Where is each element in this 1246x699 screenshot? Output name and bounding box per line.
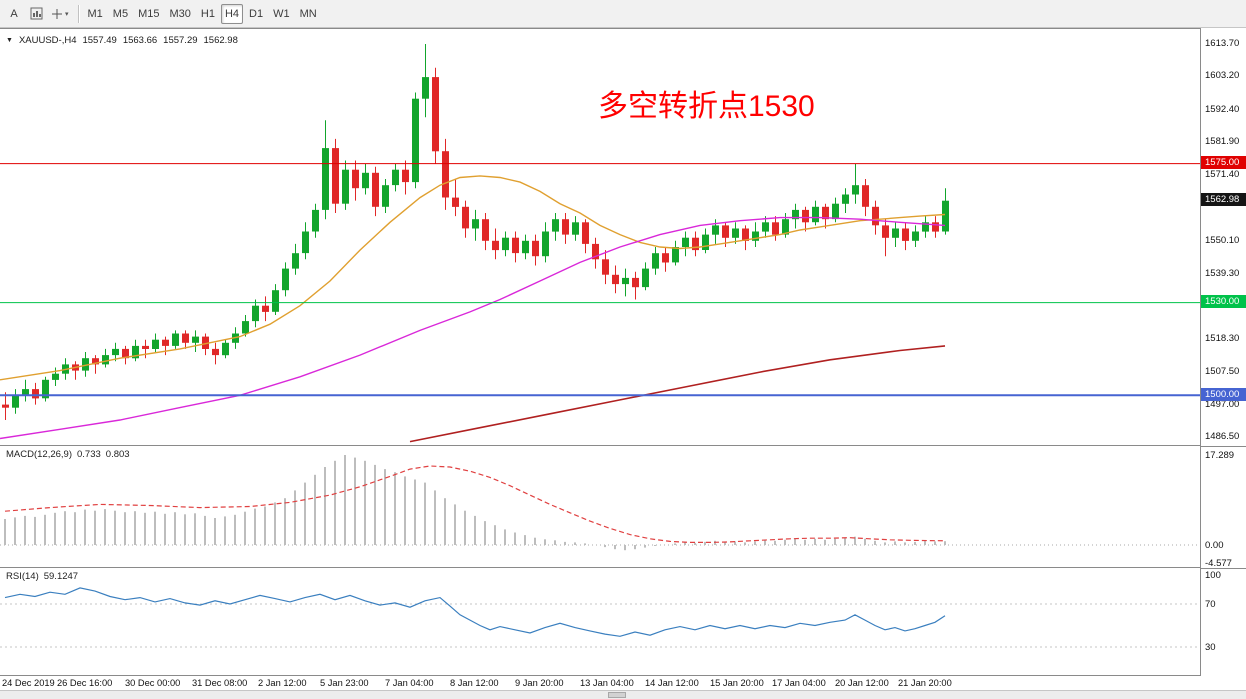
pointer-tool-button[interactable]: A: [10, 7, 18, 20]
price-axis-label: 1518.30: [1205, 332, 1240, 344]
chart-annotation: 多空转折点1530: [598, 90, 815, 123]
time-axis-label: 17 Jan 04:00: [772, 678, 826, 688]
timeframe-m30[interactable]: M30: [169, 7, 191, 20]
rsi-axis-label: 100: [1205, 570, 1221, 581]
time-axis-label: 30 Dec 00:00: [125, 678, 181, 688]
horizontal-scrollbar[interactable]: [0, 691, 1246, 699]
timeframe-m1[interactable]: M1: [87, 7, 103, 20]
panel-divider: [1201, 446, 1246, 447]
timeframe-group: M1 M5 M15 M30 H1 H4 D1 W1 MN: [84, 3, 321, 24]
main-chart-panel[interactable]: ▼ XAUUSD-,H4 1557.49 1563.66 1557.29 156…: [0, 28, 1200, 446]
symbol-info: ▼ XAUUSD-,H4 1557.49 1563.66 1557.29 156…: [6, 35, 238, 46]
timeframe-mn[interactable]: MN: [299, 7, 317, 20]
time-axis[interactable]: 24 Dec 2019 26 Dec 16:00 30 Dec 00:00 31 De…: [0, 676, 1246, 691]
horizontal-level-lines: [0, 163, 1200, 397]
macd-name: MACD(12,26,9): [6, 449, 72, 460]
macd-panel[interactable]: MACD(12,26,9) 0.733 0.803: [0, 446, 1200, 568]
macd-histogram: [4, 455, 946, 551]
ma-fast-orange: [0, 175, 946, 381]
quote-low: 1557.29: [163, 35, 198, 46]
rsi-value: 59.1247: [43, 571, 79, 582]
macd-axis-label: -4.577: [1205, 558, 1232, 569]
chevron-down-icon: ▾: [65, 10, 69, 18]
time-axis-label: 13 Jan 04:00: [580, 678, 634, 688]
price-axis-box: 1575.00: [1201, 156, 1246, 170]
price-axis-label: 1603.20: [1205, 70, 1240, 82]
price-axis-box: 1530.00: [1201, 295, 1246, 309]
crosshair-tool-dropdown[interactable]: ▾: [47, 4, 73, 24]
timeframe-w1[interactable]: W1: [273, 7, 290, 20]
rsi-axis-label: 70: [1205, 599, 1216, 610]
rsi-label: RSI(14) 59.1247: [6, 571, 78, 582]
price-axis-label: 1613.70: [1205, 38, 1240, 49]
macd-label: MACD(12,26,9) 0.733 0.803: [6, 449, 130, 460]
timeframe-m15[interactable]: M15: [138, 7, 160, 20]
macd-signal-line: [4, 465, 946, 544]
symbol-name: XAUUSD-,H4: [18, 35, 77, 46]
moving-average-lines: [0, 175, 946, 443]
price-axis-label: 1539.30: [1205, 267, 1240, 279]
panel-divider: [1201, 568, 1246, 569]
rsi-line: [4, 587, 946, 637]
toolbar-separator: [77, 4, 79, 23]
timeframe-m5[interactable]: M5: [112, 7, 129, 20]
rsi-panel[interactable]: RSI(14) 59.1247: [0, 568, 1200, 676]
time-axis-label: 8 Jan 12:00: [450, 678, 499, 688]
price-axis-label: 1592.40: [1205, 103, 1240, 115]
chart-icon: [30, 7, 42, 20]
collapse-triangle-icon[interactable]: ▼: [6, 37, 13, 44]
macd-chart[interactable]: [0, 446, 1200, 568]
time-axis-label: 26 Dec 16:00: [57, 678, 113, 688]
time-axis-label: 20 Jan 12:00: [835, 678, 889, 688]
macd-axis-label: 17.289: [1205, 450, 1235, 462]
macd-signal-value: 0.803: [105, 449, 130, 460]
main-chart[interactable]: [0, 29, 1200, 447]
quote-high: 1563.66: [122, 35, 158, 46]
time-axis-label: 9 Jan 20:00: [515, 678, 564, 688]
scrollbar-handle[interactable]: [608, 692, 626, 698]
timeframe-d1[interactable]: D1: [249, 7, 264, 20]
macd-value: 0.733: [77, 449, 101, 460]
price-axis[interactable]: 1613.70 1603.20 1592.40 1581.90 1571.40 1550.…: [1200, 28, 1246, 676]
time-axis-label: 7 Jan 04:00: [385, 678, 434, 688]
time-axis-label: 21 Jan 20:00: [898, 678, 952, 688]
time-axis-label: 31 Dec 08:00: [192, 678, 248, 688]
time-axis-label: 15 Jan 20:00: [710, 678, 764, 688]
rsi-chart[interactable]: [0, 568, 1200, 676]
time-axis-label: 2 Jan 12:00: [258, 678, 307, 688]
price-axis-label: 1507.50: [1205, 366, 1240, 378]
timeframe-h4[interactable]: H4: [220, 3, 244, 24]
price-axis-label: 1497.00: [1205, 398, 1240, 410]
quote-close: 1562.98: [203, 35, 238, 46]
price-axis-box: 1562.98: [1201, 193, 1246, 207]
price-axis-box: 1500.00: [1201, 387, 1246, 401]
price-axis-label: 1571.40: [1205, 168, 1240, 180]
timeframe-h1[interactable]: H1: [200, 7, 215, 20]
time-axis-label: 24 Dec 2019: [2, 678, 55, 688]
macd-axis-label: 0.00: [1205, 540, 1224, 551]
time-axis-label: 14 Jan 12:00: [645, 678, 699, 688]
time-axis-label: 5 Jan 23:00: [320, 678, 369, 688]
price-axis-label: 1550.10: [1205, 234, 1240, 246]
quote-open: 1557.49: [82, 35, 117, 46]
rsi-axis-label: 30: [1205, 642, 1216, 653]
chart-window-button[interactable]: [25, 4, 47, 24]
price-axis-label: 1486.50: [1205, 431, 1240, 442]
price-axis-label: 1581.90: [1205, 136, 1240, 148]
rsi-name: RSI(14): [6, 571, 39, 582]
crosshair-icon: [52, 8, 62, 19]
trendline-darkred: [409, 345, 946, 443]
ma-slow-magenta: [0, 216, 946, 440]
toolbar: A ▾ M1 M5 M15 M30 H1 H4 D1 W1 MN: [0, 0, 1246, 28]
